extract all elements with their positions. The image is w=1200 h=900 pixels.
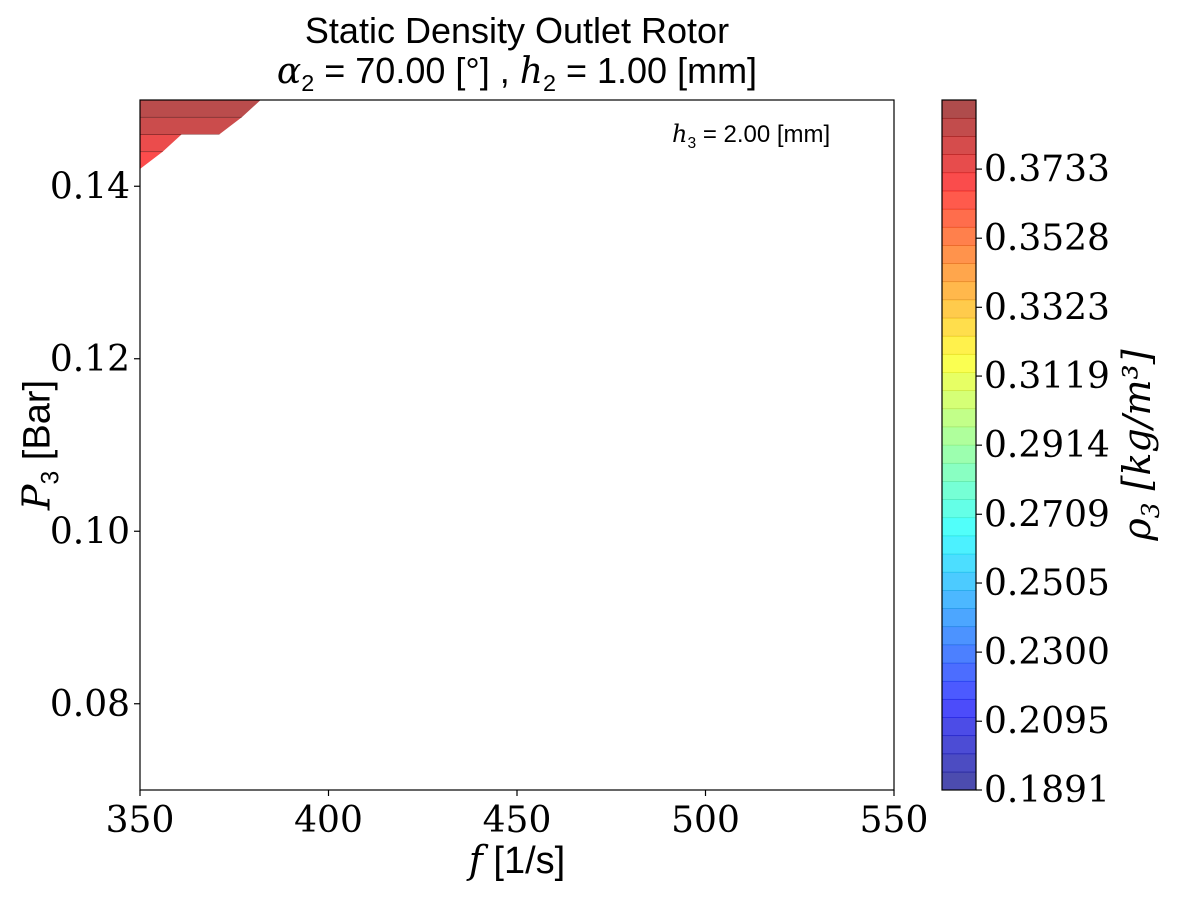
x-tick-label-4: 550 — [860, 800, 929, 841]
colorbar-tick-label-9: 0.3733 — [984, 149, 1110, 190]
colorbar-level-29 — [942, 245, 976, 264]
colorbar-level-9 — [942, 608, 976, 628]
annotation-symbol: h — [672, 120, 688, 148]
colorbar-level-6 — [942, 662, 976, 682]
subtitle-alpha-symbol: α — [276, 51, 302, 92]
colorbar-level-4 — [942, 699, 976, 718]
colorbar-symbol: ρ — [1115, 518, 1160, 541]
colorbar-level-5 — [942, 681, 976, 700]
subtitle-h-symbol: h — [519, 51, 543, 92]
plot-frame — [139, 99, 895, 791]
subtitle-alpha-sub: 2 — [301, 70, 315, 97]
x-axis-ticks: 350 400 450 500 550 — [106, 790, 929, 841]
h3-annotation: h3 = 2.00 [mm] — [672, 120, 830, 153]
annotation-sub: 3 — [687, 134, 697, 152]
colorbar-level-18 — [942, 445, 976, 464]
colorbar-level-20 — [942, 408, 976, 428]
colorbar-label: ρ3 [kg/m³] — [1115, 349, 1165, 540]
contour-band-3 — [140, 151, 261, 169]
colorbar-level-8 — [942, 626, 976, 646]
x-axis-symbol: f — [468, 838, 483, 882]
colorbar-level-21 — [942, 390, 976, 410]
colorbar-level-1 — [942, 753, 976, 773]
colorbar-level-27 — [942, 281, 976, 301]
x-tick-label-2: 450 — [483, 800, 552, 841]
colorbar-level-25 — [942, 317, 976, 337]
colorbar-tick-label-7: 0.3323 — [984, 287, 1110, 328]
colorbar-level-34 — [942, 154, 976, 174]
colorbar-level-16 — [942, 481, 976, 500]
colorbar-level-35 — [942, 136, 976, 155]
y-axis-unit: [Bar] — [16, 379, 59, 471]
colorbar-level-28 — [942, 263, 976, 283]
colorbar-level-36 — [942, 118, 976, 137]
x-tick-label-3: 500 — [671, 800, 740, 841]
colorbar-level-24 — [942, 336, 976, 355]
colorbar-level-7 — [942, 644, 976, 664]
contour-band-1 — [140, 116, 261, 135]
x-axis-label: f [1/s] — [140, 838, 894, 883]
colorbar-tick-label-4: 0.2709 — [984, 494, 1110, 535]
contour-fill — [140, 100, 261, 169]
colorbar-level-2 — [942, 735, 976, 755]
colorbar-unit: [kg/m³] — [1115, 349, 1160, 503]
colorbar-level-10 — [942, 590, 976, 609]
colorbar-level-12 — [942, 553, 976, 573]
y-axis-sub: 3 — [37, 470, 65, 485]
colorbar-level-32 — [942, 190, 976, 210]
colorbar-sub: 3 — [1135, 502, 1165, 519]
colorbar-level-19 — [942, 426, 976, 446]
colorbar-level-31 — [942, 208, 976, 228]
colorbar-level-26 — [942, 299, 976, 319]
y-tick-label-3: 0.14 — [50, 166, 130, 207]
colorbar-level-14 — [942, 517, 976, 537]
colorbar-level-37 — [942, 100, 976, 119]
y-tick-label-0: 0.08 — [50, 684, 130, 725]
colorbar-level-22 — [942, 372, 976, 392]
x-axis-unit: [1/s] — [482, 840, 566, 882]
colorbar — [941, 99, 977, 791]
subtitle-h-sub: 2 — [542, 70, 556, 97]
x-tick-label-0: 350 — [106, 800, 175, 841]
colorbar-level-17 — [942, 463, 976, 482]
contour-bands — [140, 100, 261, 169]
y-axis-ticks: 0.08 0.10 0.12 0.14 — [50, 166, 140, 725]
y-tick-label-1: 0.10 — [50, 511, 130, 552]
colorbar-tick-label-3: 0.2505 — [984, 563, 1110, 604]
y-axis-label: P3 [Bar] — [15, 380, 66, 510]
colorbar-level-11 — [942, 572, 976, 591]
subtitle-h-value: = 1.00 [mm] — [555, 50, 758, 91]
colorbar-tick-label-1: 0.2095 — [984, 701, 1110, 742]
colorbar-tick-label-8: 0.3528 — [984, 218, 1110, 259]
subtitle-alpha-value: = 70.00 [°] , — [314, 50, 520, 91]
colorbar-tick-label-5: 0.2914 — [984, 425, 1110, 466]
colorbar-level-23 — [942, 354, 976, 373]
colorbar-tick-label-0: 0.1891 — [984, 770, 1110, 811]
x-tick-label-1: 400 — [294, 800, 363, 841]
colorbar-tick-label-2: 0.2300 — [984, 632, 1110, 673]
colorbar-level-13 — [942, 535, 976, 555]
contour-band-0 — [140, 100, 261, 118]
y-tick-label-2: 0.12 — [50, 339, 130, 380]
colorbar-level-30 — [942, 227, 976, 246]
chart-subtitle: α2 = 70.00 [°] , h2 = 1.00 [mm] — [140, 50, 894, 97]
contour-band-2 — [140, 134, 261, 153]
colorbar-ticks: 0.1891 0.2095 0.2300 0.2505 0.2709 0.2914 0.31… — [976, 149, 1110, 811]
annotation-value: = 2.00 [mm] — [696, 121, 831, 148]
colorbar-level-15 — [942, 499, 976, 519]
colorbar-level-0 — [942, 771, 976, 791]
chart-title: Static Density Outlet Rotor — [304, 10, 730, 51]
colorbar-level-33 — [942, 172, 976, 192]
y-axis-symbol: P — [14, 484, 59, 511]
colorbar-tick-label-6: 0.3119 — [984, 356, 1110, 397]
colorbar-level-3 — [942, 717, 976, 737]
